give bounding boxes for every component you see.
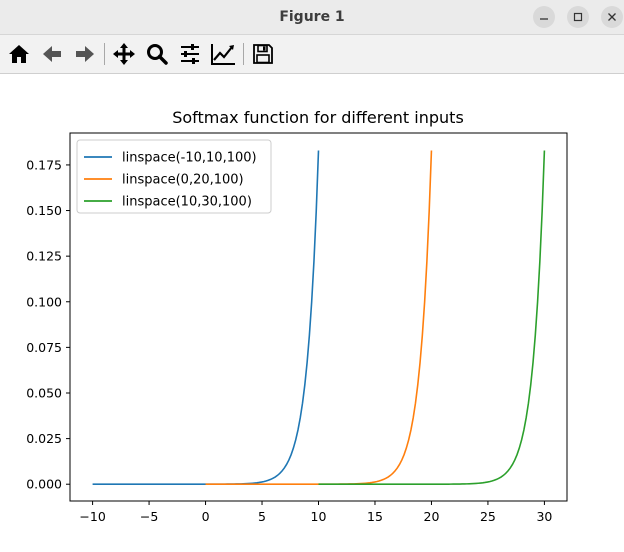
x-tick-label: 0 <box>202 509 210 524</box>
home-button[interactable] <box>6 41 32 67</box>
x-tick-label: −10 <box>79 509 105 524</box>
plot-svg: Softmax function for different inputs −1… <box>26 108 568 524</box>
back-arrow-icon <box>43 46 61 62</box>
close-button[interactable] <box>601 6 623 28</box>
x-tick-label: −5 <box>140 509 158 524</box>
y-axis: 0.000 0.025 0.050 0.075 0.100 0.125 0.150 0.175 <box>26 157 70 492</box>
title-bar: Figure 1 <box>0 0 624 35</box>
save-icon <box>253 44 273 64</box>
toolbar-separator <box>104 43 105 65</box>
x-axis: −10 −5 0 5 10 15 20 25 30 <box>79 501 552 524</box>
series-line-1 <box>92 150 320 486</box>
window-title: Figure 1 <box>279 9 345 25</box>
x-tick-label: 20 <box>424 509 440 524</box>
figure-canvas[interactable]: Softmax function for different inputs −1… <box>0 74 624 548</box>
pan-button[interactable] <box>111 41 137 67</box>
zoom-button[interactable] <box>144 41 170 67</box>
pan-icon <box>113 43 135 65</box>
home-icon <box>9 45 29 63</box>
maximize-button[interactable] <box>567 6 589 28</box>
chart-title: Softmax function for different inputs <box>172 108 464 127</box>
configure-subplots-button[interactable] <box>177 41 203 67</box>
toolbar-separator <box>243 43 244 65</box>
legend-box <box>76 139 272 214</box>
minimize-icon <box>540 18 548 20</box>
back-button[interactable] <box>39 41 65 67</box>
y-tick-label: 0.100 <box>26 294 62 309</box>
y-tick-label: 0.075 <box>26 340 62 355</box>
configure-subplots-icon <box>181 44 199 64</box>
x-tick-label: 5 <box>258 509 266 524</box>
y-tick-label: 0.050 <box>26 385 62 400</box>
series-line-3 <box>318 150 546 486</box>
close-icon <box>608 13 616 21</box>
minimize-button[interactable] <box>533 6 555 28</box>
navigation-toolbar <box>0 35 624 74</box>
edit-axis-icon <box>211 44 235 65</box>
legend: linspace(-10,10,100) linspace(0,20,100) li… <box>76 139 272 214</box>
legend-label: linspace(0,20,100) <box>122 173 244 188</box>
x-tick-label: 10 <box>311 509 327 524</box>
x-tick-label: 15 <box>367 509 383 524</box>
x-tick-label: 25 <box>480 509 496 524</box>
y-tick-label: 0.150 <box>26 203 62 218</box>
zoom-icon <box>147 44 168 65</box>
y-tick-label: 0.025 <box>26 431 62 446</box>
edit-axis-button[interactable] <box>210 41 236 67</box>
y-tick-label: 0.125 <box>26 249 62 264</box>
legend-label: linspace(10,30,100) <box>122 195 252 210</box>
legend-label: linspace(-10,10,100) <box>122 151 257 166</box>
x-tick-label: 30 <box>536 509 552 524</box>
y-tick-label: 0.000 <box>26 477 62 492</box>
series-group <box>92 150 546 486</box>
y-tick-label: 0.175 <box>26 157 62 172</box>
save-button[interactable] <box>250 41 276 67</box>
forward-button[interactable] <box>72 41 98 67</box>
forward-arrow-icon <box>76 46 94 62</box>
maximize-icon <box>573 12 583 22</box>
